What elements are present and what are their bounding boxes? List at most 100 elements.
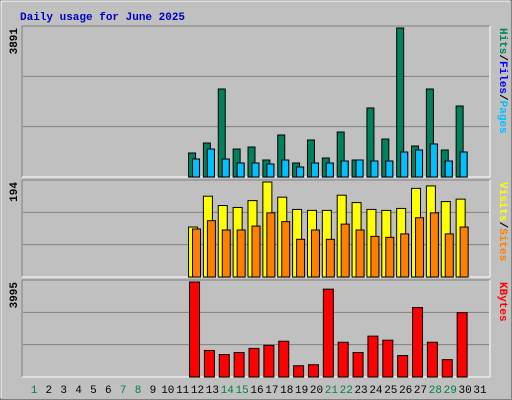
bar [278, 340, 290, 378]
legend: Visits/Sites [496, 182, 508, 261]
bar [382, 339, 394, 378]
bar [189, 281, 201, 378]
bar [385, 236, 395, 278]
bar [251, 225, 261, 278]
bar [296, 238, 306, 278]
bar [218, 354, 230, 378]
bar [192, 228, 202, 278]
bar [400, 151, 409, 178]
bar [325, 238, 335, 278]
x-tick-label: 21 [325, 385, 339, 397]
bar [281, 221, 291, 278]
x-tick-label: 29 [444, 385, 457, 397]
bar [248, 347, 260, 378]
bar [206, 220, 216, 278]
x-tick-label: 27 [414, 385, 427, 397]
bar [307, 364, 319, 378]
x-tick-label: 23 [354, 385, 367, 397]
bar [296, 166, 305, 178]
x-tick-label: 2 [46, 385, 53, 397]
bar [441, 359, 453, 378]
bar [355, 229, 365, 278]
bar [426, 341, 438, 378]
bar [370, 160, 379, 178]
bar [340, 160, 349, 178]
bar [251, 162, 260, 178]
legend-entry: KBytes [496, 282, 508, 322]
legend: Hits/Files/Pages [496, 28, 508, 134]
x-tick-label: 13 [206, 385, 219, 397]
x-tick-label: 19 [295, 385, 308, 397]
x-tick-label: 28 [429, 385, 442, 397]
x-tick-label: 22 [340, 385, 353, 397]
bar [206, 148, 215, 178]
x-tick-label: 7 [120, 385, 127, 397]
legend-entry: Pages [496, 101, 508, 134]
bar [236, 162, 245, 178]
x-tick-label: 12 [191, 385, 204, 397]
x-tick-label: 11 [176, 385, 190, 397]
x-tick-label: 9 [150, 385, 157, 397]
x-tick-label: 8 [135, 385, 142, 397]
bar [429, 143, 438, 178]
x-tick-label: 5 [90, 385, 97, 397]
x-tick-label: 1 [31, 385, 38, 397]
x-tick-label: 30 [459, 385, 472, 397]
bar [325, 162, 334, 178]
y-tick-label: 3891 [9, 28, 21, 55]
legend-entry: Files [496, 61, 508, 94]
bar [352, 351, 364, 378]
bar [412, 307, 424, 378]
x-tick-label: 31 [473, 385, 487, 397]
bar [456, 312, 468, 378]
bar [221, 229, 231, 278]
legend-entry: Hits [496, 28, 508, 54]
bar [415, 217, 425, 278]
bar [293, 365, 305, 378]
legend-separator: / [496, 54, 508, 61]
bar [310, 229, 320, 278]
chart-title: Daily usage for June 2025 [20, 12, 185, 24]
bar [397, 355, 409, 378]
bar [415, 149, 424, 178]
x-tick-label: 10 [161, 385, 174, 397]
x-tick-label: 6 [105, 385, 112, 397]
x-tick-label: 4 [75, 385, 82, 397]
bar [444, 233, 454, 278]
bar [263, 344, 275, 378]
x-tick-label: 14 [221, 385, 235, 397]
bar [337, 341, 349, 378]
x-tick-label: 26 [399, 385, 412, 397]
bar [355, 159, 364, 178]
bar [322, 288, 334, 378]
legend-entry: Sites [496, 228, 508, 261]
x-tick-label: 3 [60, 385, 67, 397]
x-tick-label: 25 [384, 385, 397, 397]
bar [281, 159, 290, 178]
legend-entry: Visits [496, 182, 508, 222]
x-tick-label: 18 [280, 385, 293, 397]
bar [340, 223, 350, 278]
bar [370, 235, 380, 278]
bar [367, 335, 379, 378]
bar [459, 151, 468, 178]
legend: KBytes [496, 282, 508, 322]
legend-separator: / [496, 222, 508, 229]
bar [429, 212, 439, 278]
bar [444, 160, 453, 178]
bar [203, 349, 215, 378]
x-tick-label: 15 [236, 385, 249, 397]
bar [192, 158, 201, 178]
bar [400, 233, 410, 278]
bar [266, 212, 276, 278]
x-tick-label: 20 [310, 385, 323, 397]
bar [385, 160, 394, 178]
x-tick-label: 17 [265, 385, 278, 397]
bar [236, 229, 246, 278]
bar [310, 162, 319, 178]
x-tick-label: 16 [250, 385, 263, 397]
bar [459, 226, 469, 278]
y-tick-label: 3995 [9, 282, 21, 309]
y-tick-label: 194 [9, 182, 21, 202]
